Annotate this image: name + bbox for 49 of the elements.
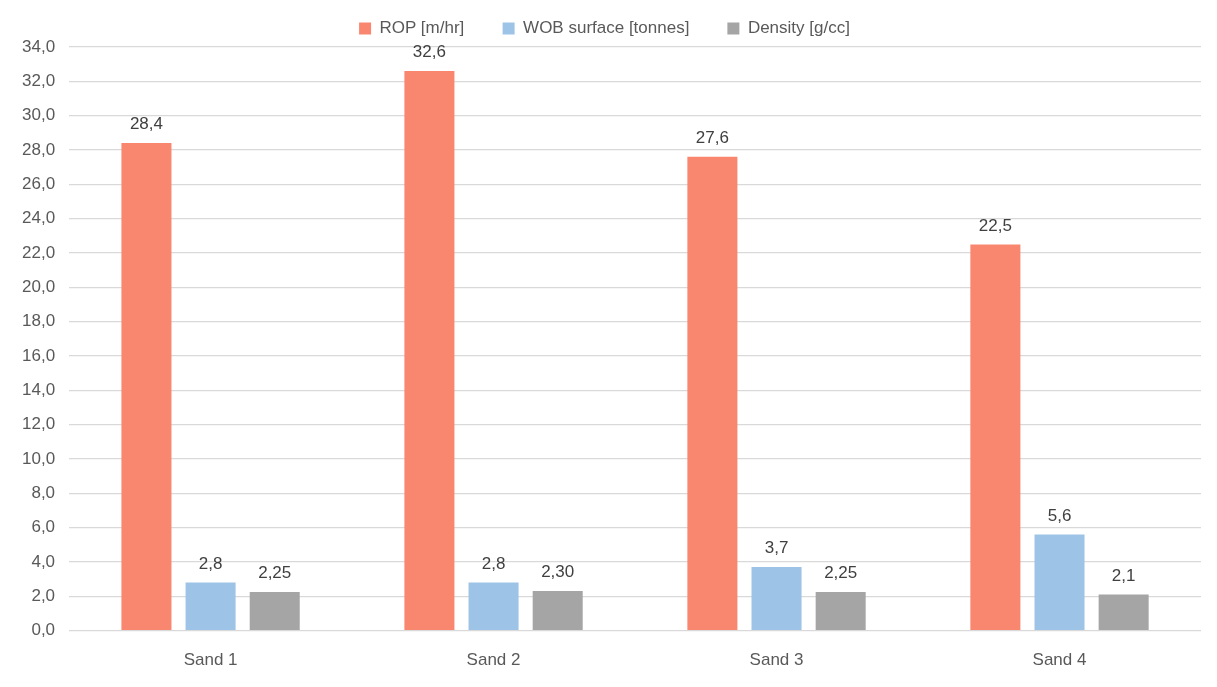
y-tick-label: 8,0	[31, 482, 56, 502]
data-label: 32,6	[412, 42, 446, 62]
bar	[815, 591, 866, 630]
data-label: 27,6	[695, 128, 729, 148]
y-tick-label: 6,0	[31, 517, 56, 537]
x-tick-label: Sand 4	[1032, 650, 1087, 670]
y-tick-label: 10,0	[21, 448, 56, 468]
y-tick-label: 26,0	[21, 174, 56, 194]
y-tick-label: 34,0	[21, 36, 56, 56]
x-tick-label: Sand 2	[466, 650, 521, 670]
bar	[468, 582, 519, 630]
y-tick-label: 12,0	[21, 414, 56, 434]
bar	[687, 156, 738, 630]
y-tick-label: 4,0	[31, 551, 56, 571]
data-label: 28,4	[129, 114, 163, 134]
bar	[185, 582, 236, 630]
y-tick-label: 0,0	[31, 620, 56, 640]
legend-label: Density [g/cc]	[747, 18, 850, 38]
bar	[404, 71, 455, 630]
bar	[249, 591, 300, 630]
data-label: 2,30	[541, 562, 575, 582]
bar	[532, 591, 583, 630]
legend-label: ROP [m/hr]	[379, 18, 465, 38]
y-tick-label: 16,0	[21, 345, 56, 365]
bar	[1034, 534, 1085, 630]
bar	[121, 143, 172, 630]
x-tick-label: Sand 3	[749, 650, 804, 670]
data-label: 22,5	[978, 215, 1012, 235]
bar	[751, 567, 802, 630]
x-tick-label: Sand 1	[183, 650, 238, 670]
y-tick-label: 20,0	[21, 276, 56, 296]
y-tick-label: 28,0	[21, 139, 56, 159]
y-tick-label: 22,0	[21, 242, 56, 262]
data-label: 2,25	[258, 563, 292, 583]
y-tick-label: 30,0	[21, 105, 56, 125]
y-tick-label: 24,0	[21, 208, 56, 228]
data-label: 2,1	[1111, 565, 1136, 585]
bar	[1098, 594, 1149, 630]
data-label: 2,8	[198, 553, 223, 573]
data-label: 2,25	[824, 563, 858, 583]
y-tick-label: 18,0	[21, 311, 56, 331]
data-label: 2,8	[481, 553, 506, 573]
y-tick-label: 32,0	[21, 71, 56, 91]
bar	[970, 244, 1021, 630]
y-tick-label: 14,0	[21, 379, 56, 399]
y-tick-label: 2,0	[31, 585, 56, 605]
legend-label: WOB surface [tonnes]	[523, 18, 690, 38]
data-label: 3,7	[764, 538, 789, 558]
data-label: 5,6	[1047, 505, 1072, 525]
